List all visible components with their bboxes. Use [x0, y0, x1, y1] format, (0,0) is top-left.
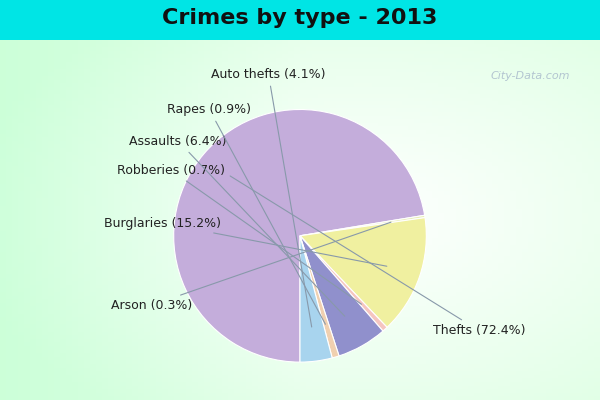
Text: Assaults (6.4%): Assaults (6.4%)	[130, 134, 345, 316]
Wedge shape	[300, 236, 339, 358]
Wedge shape	[300, 236, 383, 356]
Text: Crimes by type - 2013: Crimes by type - 2013	[163, 8, 437, 28]
Text: Arson (0.3%): Arson (0.3%)	[110, 222, 391, 312]
Text: Rapes (0.9%): Rapes (0.9%)	[167, 103, 325, 324]
Wedge shape	[300, 236, 387, 331]
Text: Thefts (72.4%): Thefts (72.4%)	[230, 176, 525, 337]
Text: Robberies (0.7%): Robberies (0.7%)	[117, 164, 361, 304]
Wedge shape	[300, 218, 427, 327]
Wedge shape	[300, 236, 332, 362]
Wedge shape	[173, 110, 425, 362]
Text: City-Data.com: City-Data.com	[491, 71, 570, 81]
Text: Burglaries (15.2%): Burglaries (15.2%)	[104, 217, 387, 266]
Wedge shape	[300, 215, 425, 236]
Text: Auto thefts (4.1%): Auto thefts (4.1%)	[211, 68, 326, 327]
